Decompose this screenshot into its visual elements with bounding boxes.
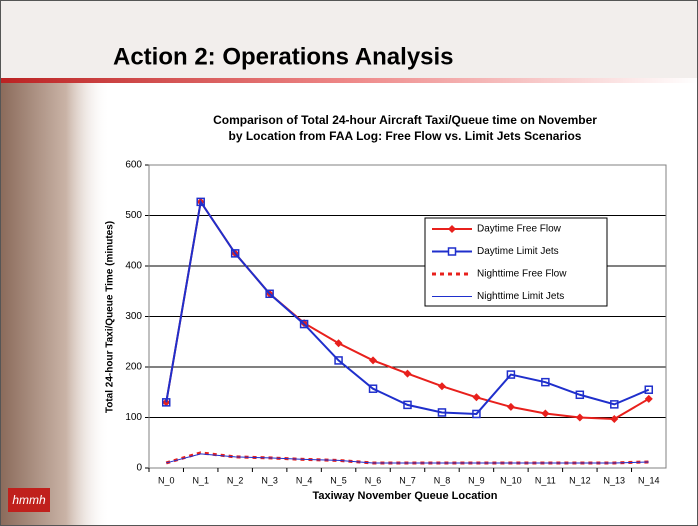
legend-label: Nighttime Free Flow xyxy=(477,269,567,280)
y-tick-label: 100 xyxy=(125,412,142,423)
x-tick-label: N_10 xyxy=(500,475,522,485)
x-tick-label: N_9 xyxy=(468,475,485,485)
y-tick-label: 500 xyxy=(125,210,142,221)
legend-marker xyxy=(449,248,456,255)
x-tick-label: N_1 xyxy=(192,475,209,485)
y-axis-label: Total 24-hour Taxi/Queue Time (minutes) xyxy=(105,221,116,413)
y-tick-label: 0 xyxy=(136,463,142,474)
x-tick-label: N_3 xyxy=(261,475,278,485)
x-axis-label: Taxiway November Queue Location xyxy=(312,490,497,502)
chart-title: Comparison of Total 24-hour Aircraft Tax… xyxy=(213,113,597,127)
y-tick-label: 600 xyxy=(125,160,142,171)
x-tick-label: N_5 xyxy=(330,475,347,485)
x-tick-label: N_7 xyxy=(399,475,416,485)
logo: hmmh xyxy=(12,493,46,507)
header-rule xyxy=(0,78,698,83)
legend-label: Daytime Free Flow xyxy=(477,224,562,235)
legend-label: Nighttime Limit Jets xyxy=(477,291,564,302)
chart-title: by Location from FAA Log: Free Flow vs. … xyxy=(229,129,582,143)
y-tick-label: 300 xyxy=(125,311,142,322)
x-tick-label: N_0 xyxy=(158,475,175,485)
x-tick-label: N_11 xyxy=(535,475,556,485)
x-tick-label: N_6 xyxy=(365,475,382,485)
x-tick-label: N_13 xyxy=(604,475,626,485)
legend-label: Daytime Limit Jets xyxy=(477,246,559,257)
x-tick-label: N_12 xyxy=(569,475,591,485)
slide-title: Action 2: Operations Analysis xyxy=(113,43,454,70)
x-tick-label: N_4 xyxy=(296,475,313,485)
x-tick-label: N_14 xyxy=(638,475,660,485)
side-photo xyxy=(0,80,110,526)
slide: Action 2: Operations Analysis hmmh Compa… xyxy=(0,0,698,526)
x-tick-label: N_2 xyxy=(227,475,244,485)
y-tick-label: 400 xyxy=(125,261,142,272)
x-tick-label: N_8 xyxy=(434,475,451,485)
y-tick-label: 200 xyxy=(125,362,142,373)
